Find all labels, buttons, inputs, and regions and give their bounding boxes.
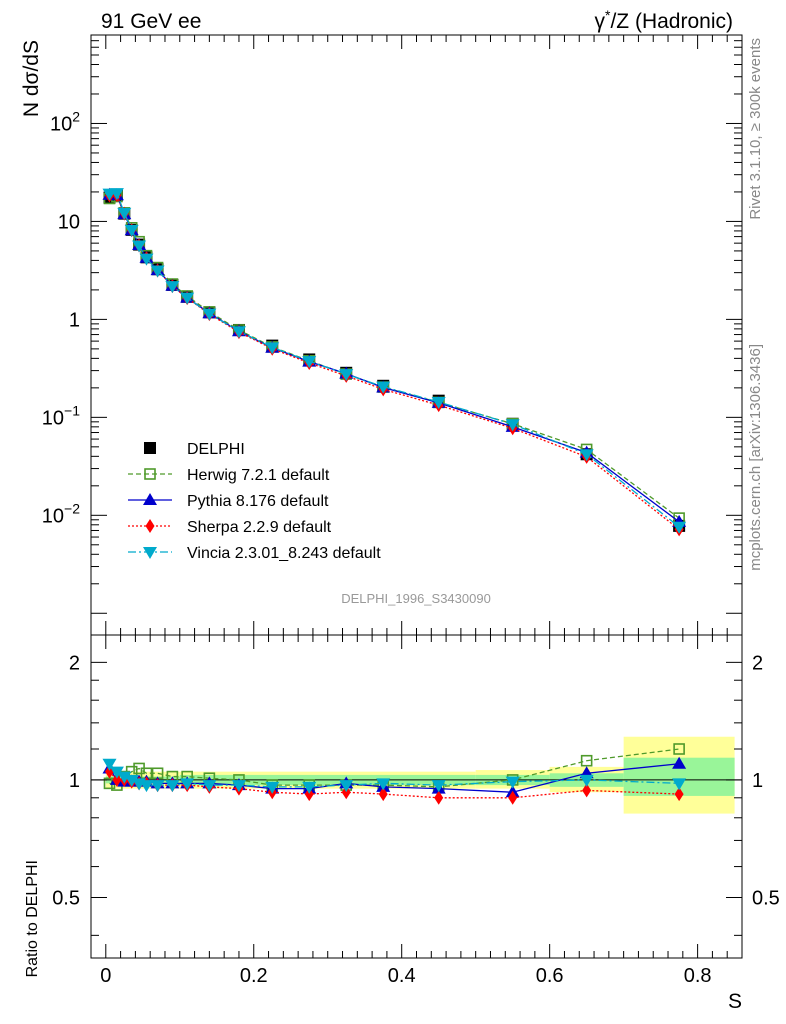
y-tick-label-bottom-right: 2 xyxy=(752,652,763,674)
x-tick-label: 0.6 xyxy=(536,965,564,987)
ratio-point-sherpa xyxy=(304,787,314,802)
point-vincia xyxy=(180,292,195,305)
point-vincia xyxy=(124,224,139,237)
legend-marker-vincia xyxy=(143,547,157,559)
point-vincia xyxy=(302,356,317,369)
ratio-point-herwig xyxy=(580,754,593,767)
legend-marker-delphi xyxy=(144,442,156,454)
ratio-point-vincia xyxy=(139,780,154,793)
ratio-point-vincia xyxy=(376,778,391,791)
header-left: 91 GeV ee xyxy=(101,10,201,33)
point-vincia xyxy=(376,381,391,394)
ratio-point-vincia xyxy=(302,781,317,794)
ratio-point-vincia xyxy=(431,780,446,793)
side-text-rivet: Rivet 3.1.10, ≥ 300k events xyxy=(747,38,764,220)
ratio-point-sherpa xyxy=(508,790,518,805)
y-tick-label-bottom-left: 0.5 xyxy=(52,888,80,910)
ratio-point-vincia xyxy=(124,774,139,787)
ratio-point-vincia xyxy=(231,780,246,793)
ratio-plot-series xyxy=(102,743,687,805)
ratio-uncertainty-bands xyxy=(105,736,735,814)
main-plot-series xyxy=(102,187,687,537)
point-vincia xyxy=(202,308,217,321)
legend-label-pythia: Pythia 8.176 default xyxy=(187,493,329,510)
axis-ticks: 0 0.2 0.4 0.6 0.8 10−2 10−1 1 10 102 0.5 0.5 1 1 2 2 xyxy=(42,34,780,987)
ratio-point-sherpa xyxy=(674,787,684,802)
point-vincia xyxy=(150,265,165,278)
x-axis-label: S xyxy=(728,990,742,1013)
legend-label-sherpa: Sherpa 2.2.9 default xyxy=(187,519,332,536)
point-vincia xyxy=(505,419,520,432)
legend-label-delphi: DELPHI xyxy=(187,441,245,458)
y-axis-label-top: N dσ/dS xyxy=(20,40,43,117)
point-vincia xyxy=(231,326,246,339)
ratio-point-vincia xyxy=(109,766,124,779)
ratio-point-sherpa xyxy=(582,783,592,798)
y-tick-label-top: 10−2 xyxy=(42,500,80,527)
side-text-mcplots: mcplots.cern.ch [arXiv:1306.3436] xyxy=(747,344,764,571)
point-vincia xyxy=(431,396,446,409)
ratio-point-vincia xyxy=(505,776,520,789)
header-right: γ*/Z (Hadronic) xyxy=(595,7,733,33)
legend-label-vincia: Vincia 2.3.01_8.243 default xyxy=(187,545,381,562)
point-vincia xyxy=(139,253,154,266)
x-tick-label: 0.8 xyxy=(684,965,712,987)
point-vincia xyxy=(339,369,354,382)
legend-label-herwig: Herwig 7.2.1 default xyxy=(187,467,330,484)
point-vincia xyxy=(265,342,280,355)
y-tick-label-top: 10 xyxy=(58,211,80,233)
ratio-point-vincia xyxy=(202,780,217,793)
ratio-point-vincia xyxy=(117,771,132,784)
legend: DELPHI Herwig 7.2.1 default Pythia 8.176 d… xyxy=(128,441,381,562)
ratio-point-herwig xyxy=(673,743,685,755)
legend-marker-sherpa xyxy=(145,519,155,533)
analysis-id: DELPHI_1996_S3430090 xyxy=(341,591,491,606)
ratio-point-vincia xyxy=(672,778,687,791)
point-vincia xyxy=(165,281,180,294)
ratio-point-sherpa xyxy=(378,787,388,802)
x-tick-label: 0 xyxy=(100,965,111,987)
y-tick-label-bottom-right: 0.5 xyxy=(752,888,780,910)
point-vincia xyxy=(132,240,147,253)
y-tick-label-top: 1 xyxy=(69,309,80,331)
ratio-point-vincia xyxy=(579,774,594,787)
ratio-point-vincia xyxy=(339,780,354,793)
ratio-point-vincia xyxy=(102,758,117,771)
y-tick-label-bottom-right: 1 xyxy=(752,770,763,792)
y-tick-label-bottom-left: 2 xyxy=(69,652,80,674)
ratio-point-sherpa xyxy=(434,790,444,805)
x-tick-label: 0.2 xyxy=(240,965,268,987)
ratio-point-vincia xyxy=(150,780,165,793)
ratio-point-pythia xyxy=(672,756,687,769)
point-vincia xyxy=(109,188,124,201)
y-axis-label-bottom: Ratio to DELPHI xyxy=(24,860,41,977)
legend-marker-pythia xyxy=(143,493,157,505)
point-vincia xyxy=(579,449,594,462)
ratio-point-sherpa xyxy=(112,772,122,787)
legend-marker-herwig xyxy=(144,468,156,480)
ratio-point-sherpa xyxy=(341,785,351,800)
ratio-point-vincia xyxy=(165,780,180,793)
point-vincia xyxy=(117,207,132,220)
y-tick-label-top: 10−1 xyxy=(42,402,80,429)
y-tick-label-top: 102 xyxy=(50,108,80,135)
ratio-point-vincia xyxy=(180,778,195,791)
y-tick-label-bottom-left: 1 xyxy=(69,770,80,792)
x-tick-label: 0.4 xyxy=(388,965,416,987)
ratio-point-vincia xyxy=(265,781,280,794)
point-vincia xyxy=(672,521,687,534)
